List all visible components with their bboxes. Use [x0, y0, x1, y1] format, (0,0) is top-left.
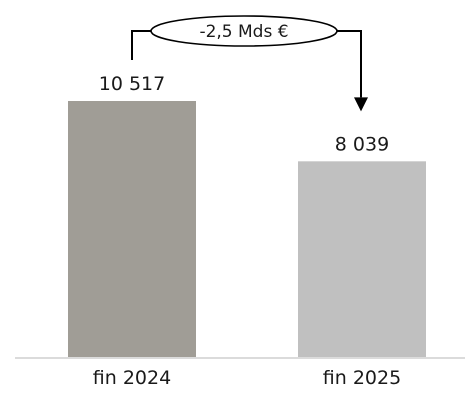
value-label: 10 517: [99, 73, 165, 95]
labels-group: 10 517 fin 2024 8 039 fin 2025: [93, 73, 401, 389]
category-label: fin 2025: [323, 367, 401, 389]
bar-fin-2025: [298, 161, 426, 357]
delta-ellipse: [150, 15, 338, 47]
delta-label: -2,5 Mds €: [199, 22, 288, 42]
value-label: 8 039: [335, 133, 389, 155]
bar-fin-2024: [68, 101, 196, 357]
bars-group: [68, 101, 426, 357]
delta-arrowhead-icon: [354, 97, 368, 112]
delta-annotation: -2,5 Mds €: [131, 15, 368, 112]
category-label: fin 2024: [93, 367, 171, 389]
